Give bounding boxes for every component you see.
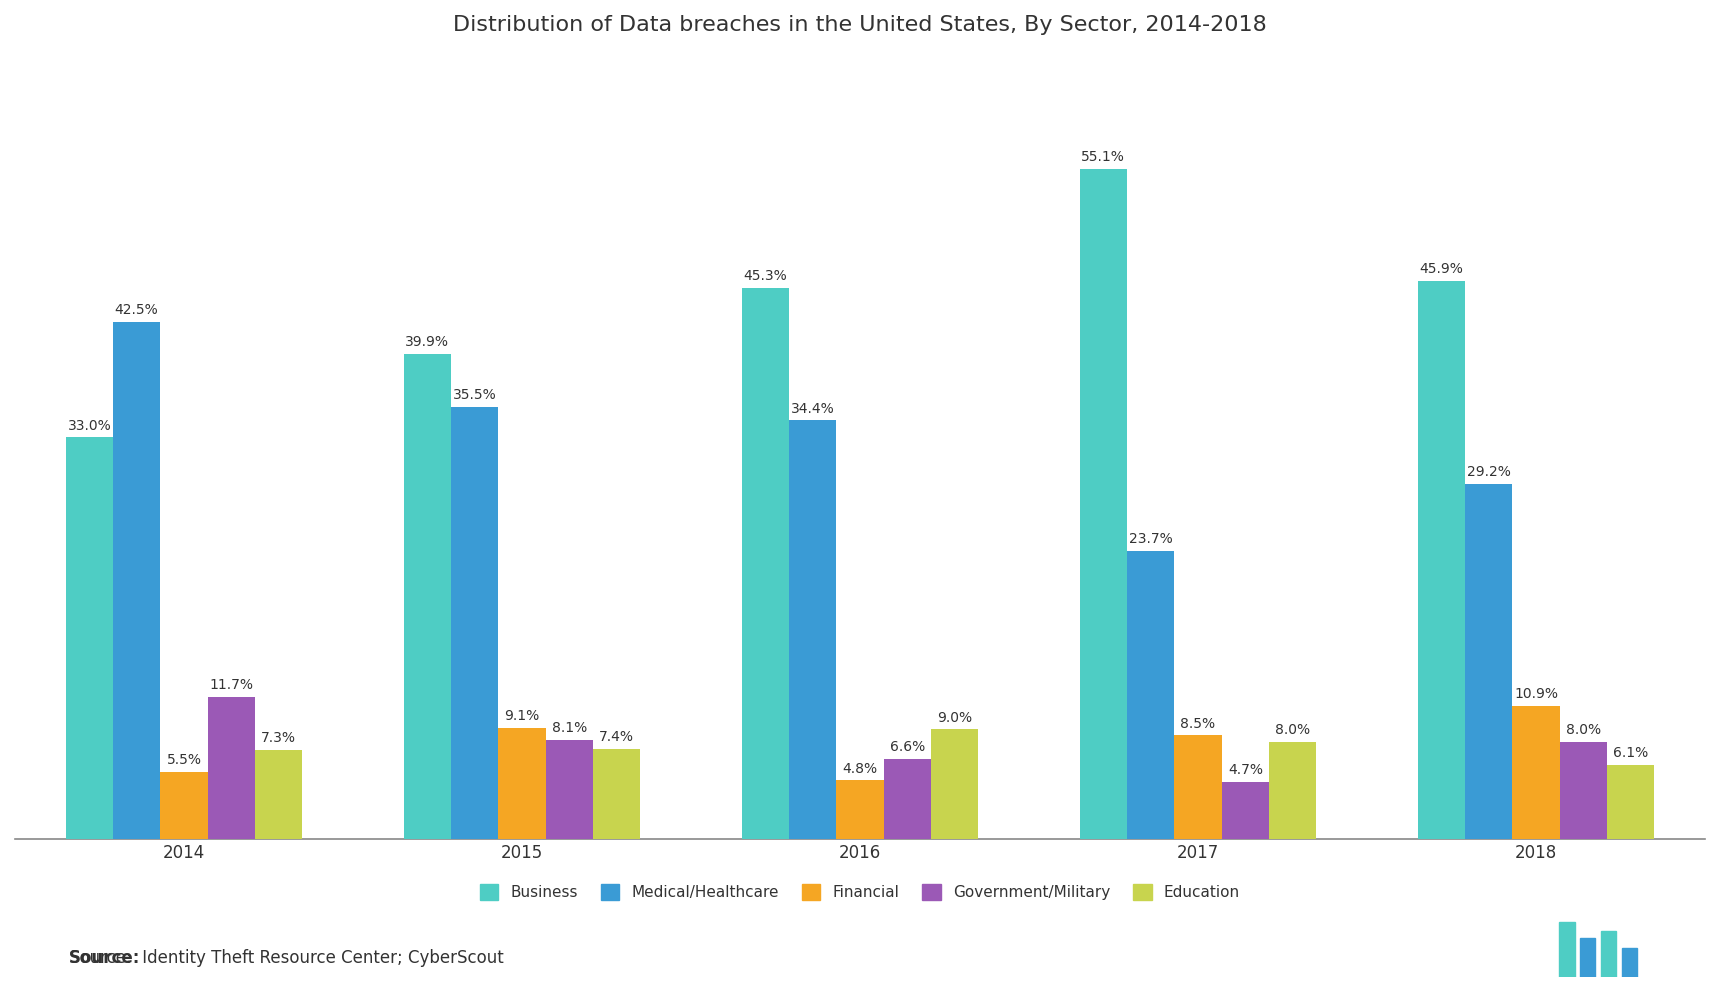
Bar [114,322,160,839]
Text: 6.1%: 6.1% [1613,746,1648,760]
Text: 33.0%: 33.0% [67,419,112,433]
Bar [1560,923,1574,977]
Text: 42.5%: 42.5% [115,304,158,317]
Text: 8.0%: 8.0% [1275,722,1311,737]
Bar [884,759,931,839]
Bar [208,696,255,839]
Bar [1581,938,1596,977]
Bar [1465,484,1512,839]
Bar [741,288,789,839]
Text: 11.7%: 11.7% [210,678,253,691]
Text: 55.1%: 55.1% [1082,150,1125,164]
Bar [1269,742,1316,839]
Bar [545,740,593,839]
Bar [1221,782,1269,839]
Text: 34.4%: 34.4% [791,402,834,416]
Bar [1622,948,1637,977]
Bar [451,407,499,839]
Text: 8.5%: 8.5% [1180,716,1216,730]
Text: 29.2%: 29.2% [1467,465,1510,479]
Bar [836,781,884,839]
Bar [1417,281,1465,839]
Text: 23.7%: 23.7% [1128,532,1173,546]
Bar [1601,930,1617,977]
Text: 9.0%: 9.0% [937,710,972,724]
Text: 7.4%: 7.4% [599,730,635,744]
Bar [789,421,836,839]
Text: 9.1%: 9.1% [504,709,540,723]
Text: 8.0%: 8.0% [1565,722,1601,737]
Bar [931,729,979,839]
Text: 45.3%: 45.3% [743,269,788,283]
Text: 39.9%: 39.9% [406,334,449,349]
Text: 35.5%: 35.5% [452,388,497,402]
Text: 7.3%: 7.3% [261,731,296,745]
Bar [593,749,640,839]
Title: Distribution of Data breaches in the United States, By Sector, 2014-2018: Distribution of Data breaches in the Uni… [452,15,1268,35]
Bar [255,750,303,839]
Text: 10.9%: 10.9% [1514,687,1558,701]
Bar [404,353,451,839]
Text: 45.9%: 45.9% [1419,262,1464,276]
Bar [160,772,208,839]
Text: Source:: Source: [69,949,139,967]
Text: 4.7%: 4.7% [1228,763,1262,777]
Text: 4.8%: 4.8% [843,762,877,776]
Bar [65,437,114,839]
Bar [1127,551,1175,839]
Bar [1560,742,1606,839]
Text: 8.1%: 8.1% [552,721,587,735]
Bar [1606,765,1655,839]
Legend: Business, Medical/Healthcare, Financial, Government/Military, Education: Business, Medical/Healthcare, Financial,… [473,877,1247,908]
Bar [1175,735,1221,839]
Bar [499,728,545,839]
Text: 6.6%: 6.6% [889,740,925,754]
Text: Source:  Identity Theft Resource Center; CyberScout: Source: Identity Theft Resource Center; … [69,949,504,967]
Text: 5.5%: 5.5% [167,753,201,767]
Bar [1512,706,1560,839]
Bar [1080,169,1127,839]
